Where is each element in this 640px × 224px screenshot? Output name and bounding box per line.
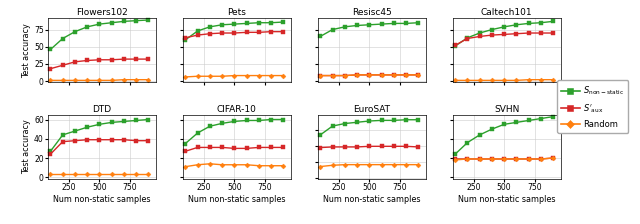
Title: Resisc45: Resisc45 [352, 8, 392, 17]
Title: EuroSAT: EuroSAT [353, 105, 390, 114]
Title: Flowers102: Flowers102 [76, 8, 128, 17]
Title: CIFAR-10: CIFAR-10 [217, 105, 257, 114]
X-axis label: Num non-static samples: Num non-static samples [323, 195, 420, 204]
Title: SVHN: SVHN [494, 105, 519, 114]
Title: Pets: Pets [227, 8, 246, 17]
X-axis label: Num non-static samples: Num non-static samples [458, 195, 556, 204]
Legend: $S_{\mathrm{non-static}}$, $S'_{\mathrm{aux}}$, Random: $S_{\mathrm{non-static}}$, $S'_{\mathrm{… [557, 80, 628, 133]
X-axis label: Num non-static samples: Num non-static samples [53, 195, 150, 204]
Title: Caltech101: Caltech101 [481, 8, 532, 17]
Y-axis label: Test accuracy: Test accuracy [22, 120, 31, 174]
X-axis label: Num non-static samples: Num non-static samples [188, 195, 285, 204]
Title: DTD: DTD [92, 105, 111, 114]
Y-axis label: Test accuracy: Test accuracy [22, 23, 31, 78]
